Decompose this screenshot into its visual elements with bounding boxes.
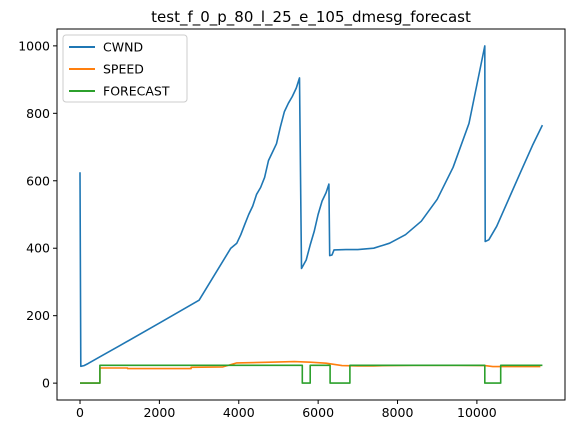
- legend-box: [62, 34, 188, 103]
- series-line-cwnd: [79, 45, 544, 368]
- y-axis: 0 200 400 600 800 1000: [18, 38, 57, 391]
- y-tick-label: 1000: [18, 38, 50, 53]
- x-axis: 0 2000 4000 6000 8000 10000: [76, 400, 497, 420]
- x-tick-label: 8000: [382, 405, 414, 420]
- x-tick-label: 6000: [302, 405, 334, 420]
- chart-title: test_f_0_p_80_l_25_e_105_dmesg_forecast: [151, 8, 471, 27]
- y-tick-label: 0: [42, 376, 50, 391]
- legend: CWND SPEED FORECAST: [62, 34, 188, 103]
- x-tick-label: 0: [76, 405, 84, 420]
- legend-label-cwnd: CWND: [103, 40, 143, 55]
- series-line-forecast: [80, 364, 543, 384]
- x-tick-label: 4000: [223, 405, 255, 420]
- x-tick-label: 2000: [143, 405, 175, 420]
- legend-label-speed: SPEED: [103, 62, 144, 77]
- y-tick-label: 600: [26, 173, 50, 188]
- plot-frame: [56, 28, 566, 401]
- legend-label-forecast: FORECAST: [103, 84, 170, 99]
- y-tick-label: 200: [26, 308, 50, 323]
- x-tick-label: 10000: [457, 405, 497, 420]
- plot-lines: [79, 45, 544, 384]
- y-tick-label: 800: [26, 106, 50, 121]
- y-tick-label: 400: [26, 241, 50, 256]
